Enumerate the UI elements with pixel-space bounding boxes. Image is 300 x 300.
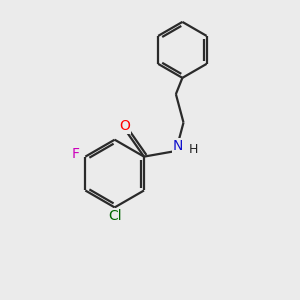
Text: Cl: Cl — [108, 209, 122, 223]
Text: O: O — [119, 119, 130, 133]
Text: F: F — [72, 147, 80, 161]
Text: H: H — [188, 143, 198, 156]
Text: N: N — [173, 139, 183, 153]
